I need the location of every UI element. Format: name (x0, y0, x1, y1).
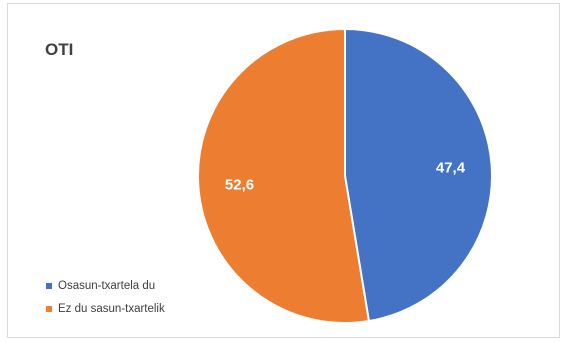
pie-slice-0 (344, 27, 493, 323)
legend-label: Ez du sasun-txartelik (58, 302, 165, 315)
legend-swatch (46, 305, 52, 312)
legend-item-osasun-txartela-du: Osasun-txartela du (46, 279, 165, 292)
data-label-0: 47,4 (436, 159, 466, 176)
data-label-1: 52,6 (225, 177, 254, 194)
legend-item-ez-du-sasun-txartelik: Ez du sasun-txartelik (46, 302, 165, 315)
chart-title: OTI (45, 40, 74, 59)
legend-label: Osasun-txartela du (58, 279, 156, 292)
legend-swatch (46, 282, 52, 289)
pie-slice-1 (197, 27, 371, 324)
chart-legend: Osasun-txartela du Ez du sasun-txartelik (46, 279, 165, 325)
